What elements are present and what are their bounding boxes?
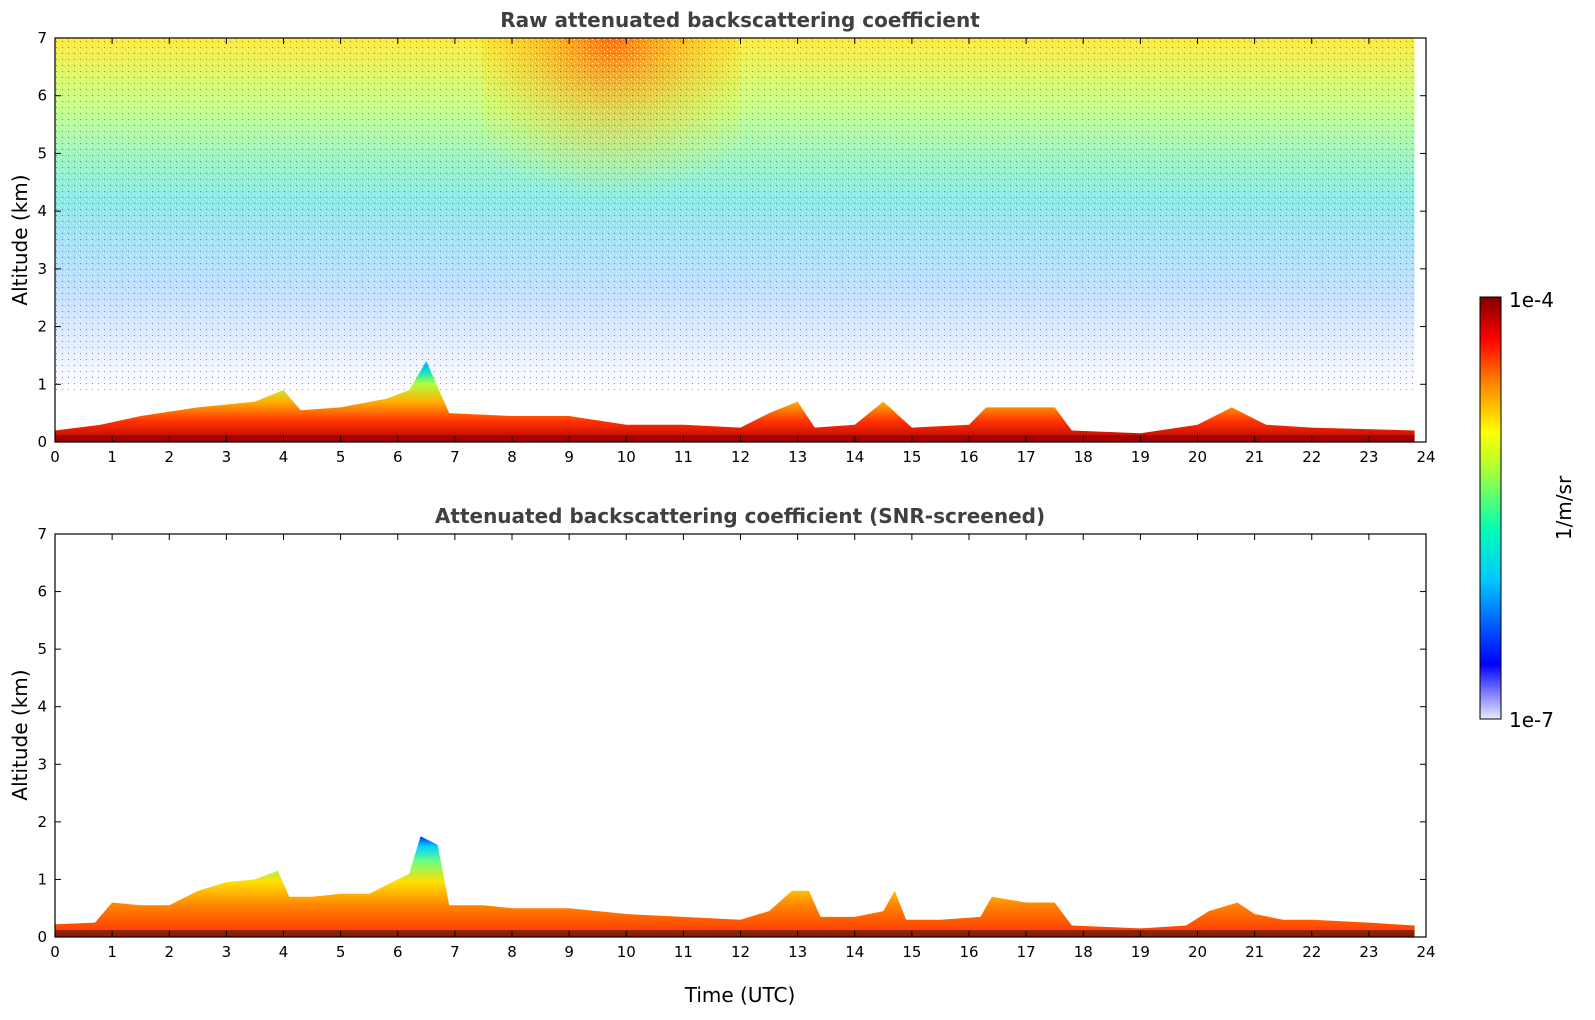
x-tick-label: 8	[507, 943, 517, 961]
panel-bottom-xlabel: Time (UTC)	[684, 983, 796, 1007]
raw-backscatter-panel: Raw attenuated backscattering coefficien…	[8, 8, 1436, 466]
x-tick-label: 20	[1188, 943, 1207, 961]
y-tick-label: 4	[37, 202, 47, 220]
heatmap-image	[55, 836, 1415, 937]
x-tick-label: 18	[1074, 943, 1093, 961]
colorbar-min-label: 1e-7	[1509, 708, 1554, 732]
x-tick-label: 3	[222, 448, 232, 466]
y-tick-label: 5	[37, 144, 47, 162]
x-tick-label: 16	[959, 448, 978, 466]
y-tick-label: 0	[37, 928, 47, 946]
x-tick-label: 1	[107, 448, 117, 466]
y-tick-label: 5	[37, 640, 47, 658]
x-tick-label: 21	[1245, 448, 1264, 466]
x-tick-label: 13	[788, 943, 807, 961]
x-tick-label: 5	[336, 943, 346, 961]
panel-bottom-ylabel: Altitude (km)	[8, 669, 32, 800]
x-tick-label: 14	[845, 448, 864, 466]
x-tick-label: 24	[1416, 943, 1435, 961]
x-tick-label: 10	[617, 448, 636, 466]
x-tick-label: 13	[788, 448, 807, 466]
y-tick-label: 1	[37, 870, 47, 888]
x-tick-label: 5	[336, 448, 346, 466]
x-tick-label: 6	[393, 943, 403, 961]
x-tick-label: 0	[50, 448, 60, 466]
x-tick-label: 7	[450, 448, 460, 466]
plot-frame	[54, 533, 1427, 938]
colorbar: 1e-4 1e-7 1/m/sr	[1479, 288, 1576, 732]
x-tick-label: 2	[164, 943, 174, 961]
snr-screened-plot-area: 0 1 2 3 4 5 6 7 8 9 10 11 12 13 14 15 16 17 18 19 20 21 22 23 24…	[37, 525, 1435, 961]
panel-top-ylabel: Altitude (km)	[8, 174, 32, 305]
heatmap-image	[55, 38, 1415, 442]
x-tick-label: 18	[1074, 448, 1093, 466]
x-tick-label: 11	[674, 943, 693, 961]
raw-backscatter-plot-area: 0 1 2 3 4 5 6 7 8 9 10 11 12 13 14 15 16 17 18 19 20 21 22 23 24…	[37, 29, 1435, 466]
x-tick-label: 8	[507, 448, 517, 466]
x-tick-label: 16	[959, 943, 978, 961]
x-tick-label: 19	[1131, 943, 1150, 961]
snr-screened-panel: Attenuated backscattering coefficient (S…	[8, 504, 1436, 1007]
x-tick-label: 17	[1017, 943, 1036, 961]
colorbar-scale	[1479, 296, 1502, 720]
x-tick-label: 4	[279, 448, 289, 466]
x-tick-label: 2	[164, 448, 174, 466]
y-tick-label: 0	[37, 433, 47, 451]
y-tick-label: 2	[37, 318, 47, 336]
panel-bottom-title: Attenuated backscattering coefficient (S…	[435, 504, 1045, 528]
x-tick-label: 4	[279, 943, 289, 961]
x-tick-label: 10	[617, 943, 636, 961]
x-tick-label: 11	[674, 448, 693, 466]
x-tick-label: 15	[902, 448, 921, 466]
x-tick-label: 22	[1302, 943, 1321, 961]
y-tick-label: 7	[37, 525, 47, 543]
x-tick-label: 12	[731, 943, 750, 961]
y-tick-label: 4	[37, 698, 47, 716]
x-tick-label: 19	[1131, 448, 1150, 466]
surface-layer-core	[55, 930, 1415, 937]
x-tick-label: 23	[1359, 943, 1378, 961]
y-tick-label: 2	[37, 813, 47, 831]
panel-top-title: Raw attenuated backscattering coefficien…	[500, 8, 980, 32]
x-tick-label: 17	[1017, 448, 1036, 466]
x-tick-label: 22	[1302, 448, 1321, 466]
y-tick-label: 3	[37, 260, 47, 278]
x-tick-label: 9	[564, 448, 574, 466]
y-tick-label: 6	[37, 583, 47, 601]
colorbar-max-label: 1e-4	[1509, 288, 1554, 312]
x-tick-label: 12	[731, 448, 750, 466]
y-tick-label: 7	[37, 29, 47, 47]
x-tick-label: 6	[393, 448, 403, 466]
noise-speckle	[55, 38, 1415, 391]
y-tick-label: 6	[37, 87, 47, 105]
surface-layer-core	[55, 435, 1415, 442]
x-tick-label: 14	[845, 943, 864, 961]
y-tick-label: 1	[37, 375, 47, 393]
x-tick-label: 7	[450, 943, 460, 961]
x-tick-label: 1	[107, 943, 117, 961]
y-tick-label: 3	[37, 755, 47, 773]
x-tick-label: 20	[1188, 448, 1207, 466]
x-tick-label: 0	[50, 943, 60, 961]
x-tick-label: 23	[1359, 448, 1378, 466]
aerosol-layer	[55, 836, 1415, 937]
x-tick-label: 3	[222, 943, 232, 961]
colorbar-unit-label: 1/m/sr	[1552, 475, 1576, 540]
aerosol-layer	[55, 361, 1415, 442]
x-tick-label: 21	[1245, 943, 1264, 961]
x-tick-label: 15	[902, 943, 921, 961]
x-tick-label: 9	[564, 943, 574, 961]
x-tick-label: 24	[1416, 448, 1435, 466]
